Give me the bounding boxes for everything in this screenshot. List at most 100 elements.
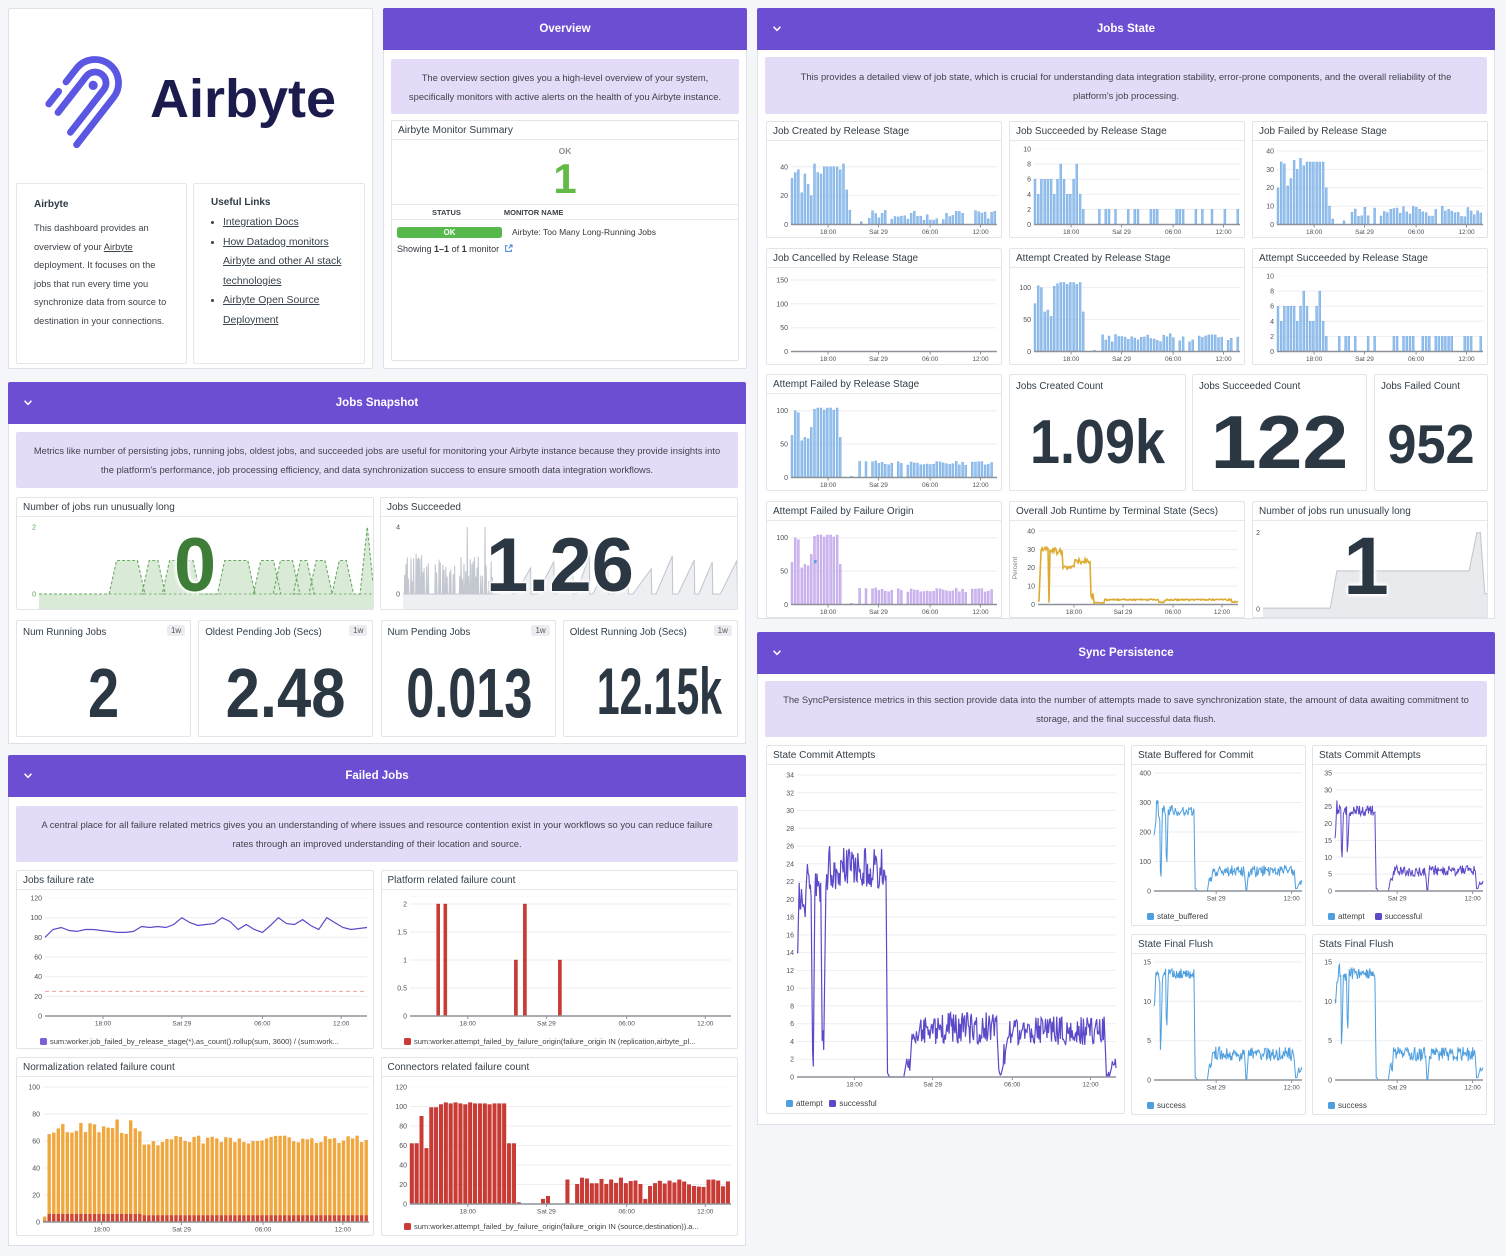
svg-text:12:00: 12:00	[1458, 356, 1475, 363]
svg-text:Sat 29: Sat 29	[1207, 896, 1226, 903]
svg-text:2: 2	[790, 1057, 794, 1064]
svg-text:0: 0	[784, 222, 788, 229]
svg-text:0: 0	[1328, 889, 1332, 896]
svg-text:40: 40	[399, 1163, 407, 1170]
svg-text:2: 2	[1256, 530, 1260, 537]
svg-text:30: 30	[1324, 787, 1332, 794]
svg-text:06:00: 06:00	[1004, 1082, 1021, 1089]
svg-text:06:00: 06:00	[618, 1209, 635, 1216]
svg-text:12:00: 12:00	[972, 609, 989, 616]
svg-text:12:00: 12:00	[1215, 229, 1232, 236]
svg-text:300: 300	[1139, 800, 1151, 807]
svg-text:12: 12	[786, 968, 794, 975]
svg-text:20: 20	[1027, 565, 1035, 572]
svg-text:0: 0	[1027, 222, 1031, 229]
svg-text:12:00: 12:00	[972, 356, 989, 363]
svg-text:0: 0	[1270, 222, 1274, 229]
svg-text:5: 5	[1328, 872, 1332, 879]
svg-text:18:00: 18:00	[1063, 356, 1080, 363]
svg-text:12:00: 12:00	[972, 229, 989, 236]
svg-text:60: 60	[32, 1139, 40, 1146]
svg-text:5: 5	[1147, 1038, 1151, 1045]
svg-text:18:00: 18:00	[820, 229, 837, 236]
svg-text:Sat 29: Sat 29	[1207, 1085, 1226, 1092]
svg-text:18:00: 18:00	[1063, 229, 1080, 236]
svg-text:8: 8	[1270, 289, 1274, 296]
svg-text:06:00: 06:00	[1165, 229, 1182, 236]
svg-text:12:00: 12:00	[333, 1021, 350, 1028]
svg-text:06:00: 06:00	[922, 482, 939, 489]
svg-text:50: 50	[780, 442, 788, 449]
svg-text:10: 10	[1023, 147, 1031, 154]
svg-text:Sat 29: Sat 29	[537, 1021, 556, 1028]
svg-text:40: 40	[32, 1166, 40, 1173]
svg-text:2: 2	[403, 902, 407, 909]
svg-text:30: 30	[1266, 167, 1274, 174]
svg-text:20: 20	[786, 897, 794, 904]
svg-text:400: 400	[1139, 771, 1151, 778]
svg-text:Sat 29: Sat 29	[1114, 609, 1133, 616]
svg-text:12:00: 12:00	[1458, 229, 1475, 236]
svg-text:2: 2	[1270, 334, 1274, 341]
svg-text:40: 40	[1266, 149, 1274, 156]
svg-text:30: 30	[786, 808, 794, 815]
svg-text:40: 40	[1027, 529, 1035, 536]
svg-text:Sat 29: Sat 29	[1112, 229, 1131, 236]
svg-text:Sat 29: Sat 29	[172, 1227, 191, 1234]
svg-text:18:00: 18:00	[459, 1209, 476, 1216]
svg-text:0: 0	[784, 602, 788, 609]
svg-text:2: 2	[32, 525, 36, 532]
svg-text:06:00: 06:00	[922, 229, 939, 236]
svg-text:12:00: 12:00	[1215, 356, 1232, 363]
svg-text:15: 15	[1143, 960, 1151, 967]
svg-text:6: 6	[1027, 177, 1031, 184]
svg-text:18:00: 18:00	[820, 482, 837, 489]
svg-text:Sat 29: Sat 29	[1388, 896, 1407, 903]
svg-text:50: 50	[780, 325, 788, 332]
svg-text:12:00: 12:00	[1214, 609, 1231, 616]
svg-text:100: 100	[776, 408, 788, 415]
svg-text:14: 14	[786, 950, 794, 957]
svg-text:100: 100	[776, 301, 788, 308]
svg-text:18:00: 18:00	[846, 1082, 863, 1089]
svg-text:06:00: 06:00	[618, 1021, 635, 1028]
svg-text:100: 100	[1139, 859, 1151, 866]
svg-text:4: 4	[396, 525, 400, 532]
svg-text:0: 0	[32, 592, 36, 599]
svg-text:12:00: 12:00	[335, 1227, 352, 1234]
svg-text:20: 20	[1324, 821, 1332, 828]
svg-text:2: 2	[1027, 207, 1031, 214]
svg-text:12:00: 12:00	[697, 1209, 714, 1216]
svg-text:4: 4	[1027, 192, 1031, 199]
svg-text:10: 10	[1324, 855, 1332, 862]
svg-text:20: 20	[399, 1182, 407, 1189]
svg-text:0: 0	[403, 1014, 407, 1021]
svg-text:Sat 29: Sat 29	[1388, 1085, 1407, 1092]
svg-text:1.5: 1.5	[397, 930, 407, 937]
svg-text:Sat 29: Sat 29	[923, 1082, 942, 1089]
svg-text:80: 80	[399, 1124, 407, 1131]
svg-text:06:00: 06:00	[922, 609, 939, 616]
svg-text:10: 10	[786, 986, 794, 993]
svg-text:Sat 29: Sat 29	[1355, 356, 1374, 363]
svg-text:12:00: 12:00	[1082, 1082, 1099, 1089]
svg-text:40: 40	[780, 164, 788, 171]
svg-text:0: 0	[784, 349, 788, 356]
svg-text:18:00: 18:00	[1066, 609, 1083, 616]
svg-text:120: 120	[30, 896, 42, 903]
svg-text:32: 32	[786, 790, 794, 797]
svg-text:Sat 29: Sat 29	[869, 229, 888, 236]
svg-text:15: 15	[1324, 838, 1332, 845]
svg-text:24: 24	[786, 861, 794, 868]
svg-text:34: 34	[786, 773, 794, 780]
svg-text:18:00: 18:00	[95, 1021, 112, 1028]
svg-text:0: 0	[1256, 607, 1260, 614]
svg-text:0.5: 0.5	[397, 986, 407, 993]
svg-text:200: 200	[1139, 830, 1151, 837]
svg-text:15: 15	[1324, 960, 1332, 967]
svg-text:20: 20	[1266, 185, 1274, 192]
svg-text:18: 18	[786, 915, 794, 922]
svg-text:4: 4	[1270, 319, 1274, 326]
svg-text:40: 40	[34, 974, 42, 981]
svg-text:Sat 29: Sat 29	[869, 482, 888, 489]
